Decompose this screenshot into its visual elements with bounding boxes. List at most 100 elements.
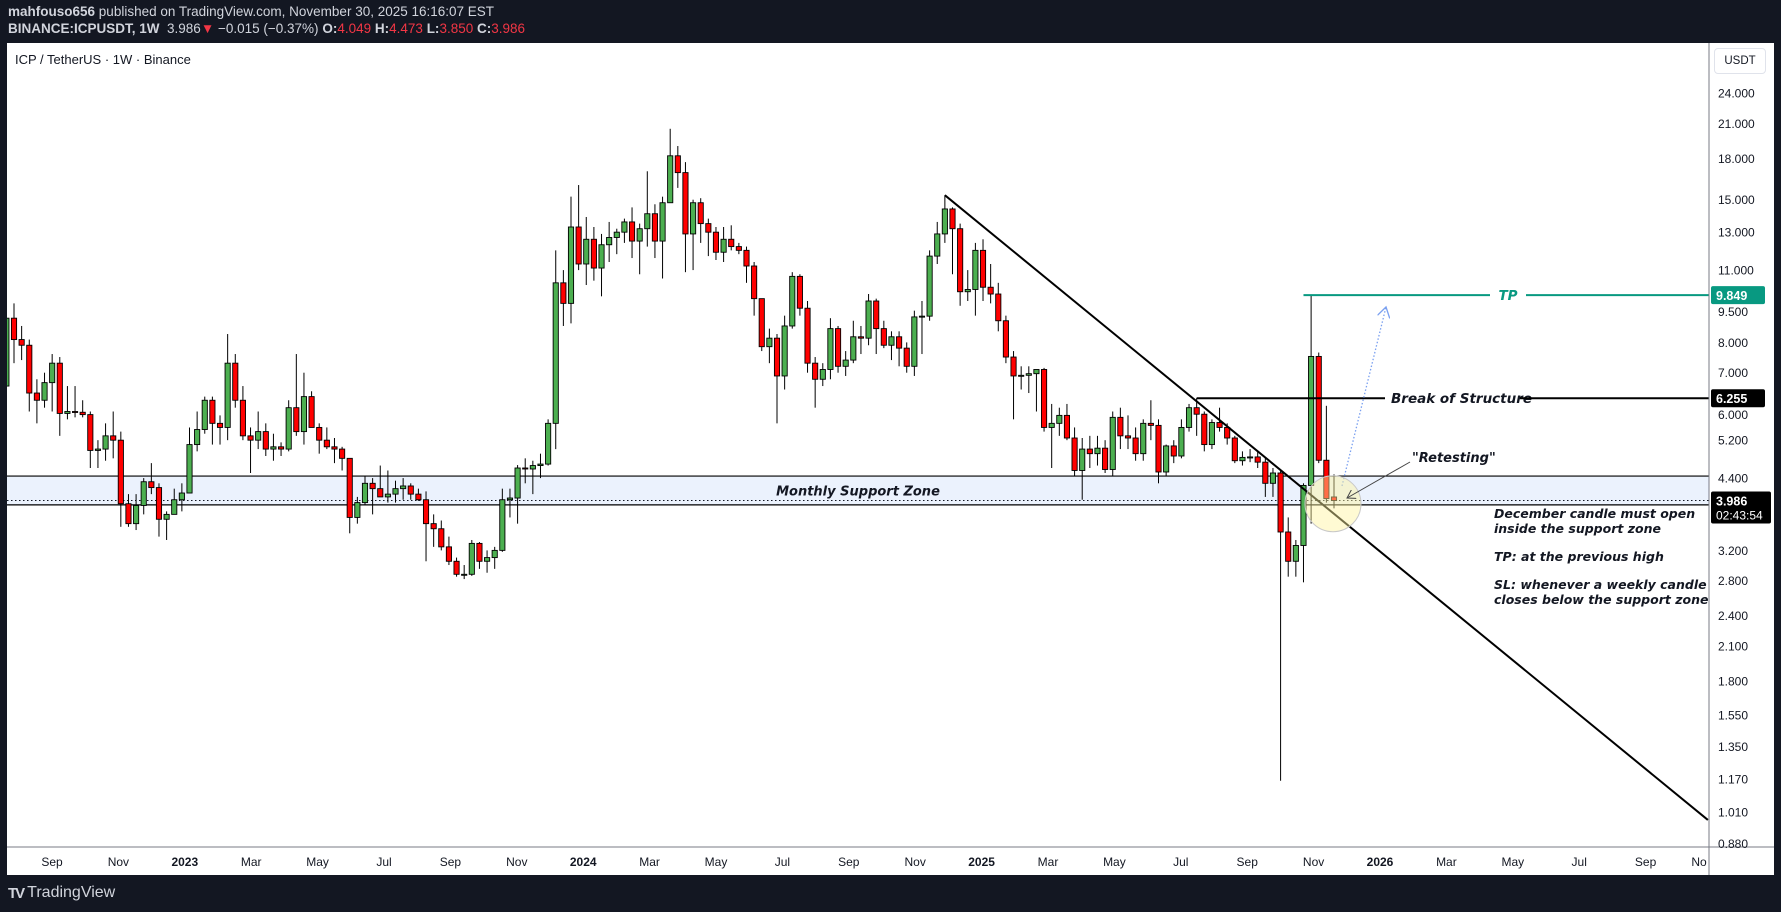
price-tick-label: 1.550 <box>1718 708 1748 722</box>
candle <box>384 470 391 503</box>
candle-body-up <box>171 499 178 515</box>
candle-body-down <box>422 499 430 525</box>
candle <box>789 272 796 329</box>
candle <box>1285 517 1292 577</box>
candle <box>270 433 277 461</box>
candle-body-up <box>468 542 475 575</box>
candle-body-down <box>476 542 483 562</box>
candle-body-down <box>979 249 987 288</box>
candle <box>7 317 10 387</box>
tp-price-label: 9.849 <box>1716 289 1747 303</box>
candle-body-up <box>529 465 536 470</box>
candle-body-up <box>255 431 262 441</box>
candle-body-up <box>1109 416 1116 470</box>
price-tick-label: 1.800 <box>1718 674 1748 688</box>
candle-body-down <box>728 238 735 248</box>
candle <box>1277 470 1284 781</box>
candle <box>308 391 315 428</box>
author-name[interactable]: mahfouso656 <box>8 4 96 19</box>
candle-body-down <box>1147 422 1154 426</box>
candle <box>918 300 926 355</box>
candle-body-down <box>1201 413 1208 446</box>
candle <box>842 351 849 376</box>
candle-body-up <box>1269 472 1277 484</box>
candle <box>705 218 712 257</box>
candle-body-up <box>484 557 491 562</box>
candle <box>1147 400 1154 441</box>
candle <box>1079 438 1086 500</box>
candle-body-up <box>1239 456 1246 462</box>
candle <box>1231 435 1238 464</box>
time-tick-label: Nov <box>1303 855 1324 869</box>
time-tick-label: Sep <box>838 855 860 869</box>
candle-body-down <box>247 435 254 441</box>
candle-body-down <box>1262 461 1269 484</box>
candle <box>453 557 460 577</box>
candle <box>369 478 376 515</box>
candle <box>674 146 681 188</box>
candle-body-up <box>941 208 948 235</box>
candle <box>537 453 544 479</box>
candle <box>926 250 933 321</box>
candle <box>857 325 864 355</box>
price-tick-label: 11.000 <box>1718 264 1754 278</box>
current-price-label: 3.986 <box>1716 495 1747 509</box>
candle-body-down <box>1323 459 1330 500</box>
candle-body-down <box>148 481 155 489</box>
candle-body-up <box>1300 484 1307 546</box>
time-tick-label: Jul <box>1173 855 1188 869</box>
candle <box>468 539 475 576</box>
price-tick-label: 6.000 <box>1718 408 1748 422</box>
candle <box>1170 440 1177 464</box>
currency-button[interactable]: USDT <box>1714 48 1766 74</box>
time-tick-label: Jul <box>775 855 790 869</box>
candle-body-down <box>56 362 63 414</box>
time-tick-label: Sep <box>440 855 462 869</box>
candle <box>529 460 536 495</box>
candle <box>117 431 124 527</box>
candle-body-up <box>644 213 651 230</box>
candle-body-up <box>567 226 575 304</box>
close-value: 3.986 <box>491 21 526 36</box>
candle <box>71 386 79 418</box>
candle <box>346 457 353 534</box>
chart-panel[interactable] <box>7 43 1774 875</box>
candle <box>621 218 628 243</box>
candle-body-up <box>461 573 468 576</box>
candle-body-up <box>842 359 849 367</box>
candle-body-down <box>209 399 216 424</box>
candle-body-up <box>506 497 514 501</box>
candle-body-up <box>918 315 926 318</box>
candle <box>567 196 575 324</box>
candle-body-up <box>1079 448 1086 471</box>
candle-body-up <box>1208 422 1215 446</box>
note-line: closes below the support zone <box>1494 592 1708 607</box>
time-tick-label: Nov <box>506 855 527 869</box>
candle-body-up <box>94 448 101 451</box>
candle-body-down <box>1285 531 1292 562</box>
candle <box>514 465 521 524</box>
tradingview-mark-icon: TV <box>8 884 25 902</box>
candle-body-down <box>1010 356 1017 377</box>
candle-body-up <box>140 481 147 506</box>
trendline <box>944 194 1709 821</box>
candle-body-down <box>438 528 445 548</box>
tradingview-logo[interactable]: TV TradingView <box>8 884 115 902</box>
candle-body-down <box>1170 445 1177 457</box>
candle <box>575 185 582 271</box>
candle <box>896 331 903 367</box>
candle <box>690 199 697 271</box>
candle <box>285 400 292 452</box>
candle-body-up <box>514 467 521 499</box>
price-tick-label: 13.000 <box>1718 226 1755 240</box>
candle-body-up <box>606 237 613 246</box>
candle <box>1002 315 1009 364</box>
candle-body-down <box>1063 414 1070 439</box>
candle <box>1193 398 1200 436</box>
candle <box>178 483 185 512</box>
retest-arrow <box>1347 461 1411 498</box>
support-zone-label: Monthly Support Zone <box>776 484 940 499</box>
plot-area: Monthly Support Zone Break of Structure TP… <box>7 128 1709 821</box>
candle <box>422 491 430 562</box>
